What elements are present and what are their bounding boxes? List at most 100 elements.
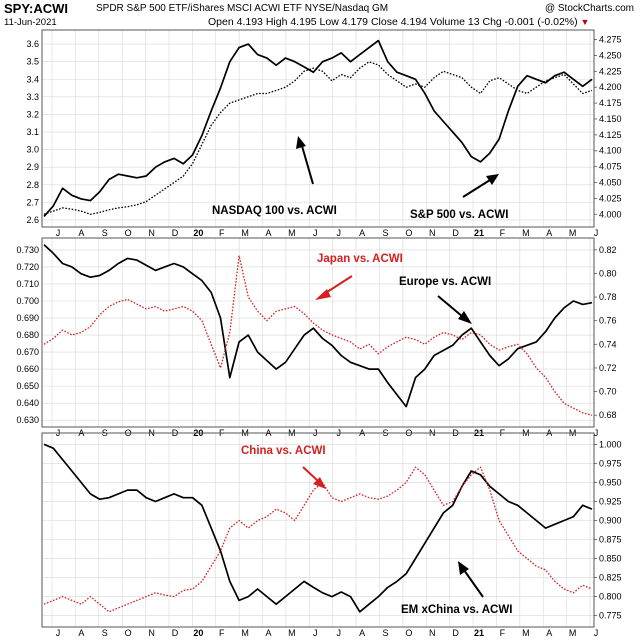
japan-annotation: Japan vs. ACWI xyxy=(317,253,403,265)
series-line-nasdaq-100-vs-acwi xyxy=(43,39,593,217)
x-tick-label: M xyxy=(241,628,249,638)
y-right-tick-label: 0.925 xyxy=(599,496,622,506)
x-tick-label: A xyxy=(359,228,365,238)
y-right-tick-label: 4.100 xyxy=(599,146,622,156)
x-tick-label: N xyxy=(148,228,155,238)
y-right-tick-label: 4.025 xyxy=(599,193,622,203)
x-tick-label: D xyxy=(172,228,179,238)
y-left-tick-label: 3.2 xyxy=(26,109,39,119)
y-right-tick-label: 0.80 xyxy=(599,268,617,278)
y-right-tick-label: 4.150 xyxy=(599,114,622,124)
volume-value: 13 xyxy=(467,16,480,28)
x-tick-label: D xyxy=(452,228,459,238)
y-left-tick-label: 0.710 xyxy=(16,279,39,289)
y-left-tick-label: 3.3 xyxy=(26,92,39,102)
y-right-tick-label: 0.975 xyxy=(599,458,622,468)
y-left-tick-label: 3.4 xyxy=(26,74,39,84)
x-tick-label: O xyxy=(405,228,412,238)
x-tick-label: S xyxy=(102,628,108,638)
sp500-arrow-icon xyxy=(462,174,499,198)
japan-arrow-icon xyxy=(315,275,353,300)
y-right-tick-label: 0.76 xyxy=(599,316,617,326)
emx-annotation: EM xChina vs. ACWI xyxy=(401,604,512,616)
y-left-tick-label: 3.0 xyxy=(26,145,39,155)
y-right-tick-label: 1.000 xyxy=(599,439,622,449)
open-value: 4.193 xyxy=(236,16,263,28)
x-tick-label: F xyxy=(219,628,225,638)
x-tick-label: 20 xyxy=(193,228,203,238)
y-left-tick-label: 0.640 xyxy=(16,398,39,408)
europe-annotation: Europe vs. ACWI xyxy=(399,276,491,288)
x-tick-label: N xyxy=(429,228,436,238)
x-tick-label: J xyxy=(336,228,341,238)
series-line-s-p-500-vs-acwi xyxy=(43,61,593,215)
y-left-tick-label: 2.8 xyxy=(26,180,39,190)
chart-header: SPY:ACWI SPDR S&P 500 ETF/iShares MSCI A… xyxy=(0,0,640,30)
y-right-tick-label: 0.875 xyxy=(599,535,622,545)
x-tick-label: J xyxy=(56,228,61,238)
y-left-tick-label: 2.9 xyxy=(26,162,39,172)
y-left-tick-label: 2.7 xyxy=(26,197,39,207)
y-right-tick-label: 4.075 xyxy=(599,162,622,172)
x-tick-label: M xyxy=(522,228,530,238)
sp500-annotation: S&P 500 vs. ACWI xyxy=(410,209,508,221)
y-left-tick-label: 0.660 xyxy=(16,364,39,374)
x-tick-label: 20 xyxy=(193,628,203,638)
europe-arrow-icon xyxy=(437,295,472,324)
y-left-tick-label: 0.650 xyxy=(16,381,39,391)
x-tick-label: 21 xyxy=(474,628,484,638)
x-tick-label: M xyxy=(288,628,296,638)
high-label: High xyxy=(265,16,288,28)
open-label: Open xyxy=(208,16,234,28)
x-tick-label: S xyxy=(382,228,388,238)
series-line-em-xchina-vs-acwi xyxy=(43,443,593,613)
y-right-tick-label: 4.200 xyxy=(599,82,622,92)
y-right-tick-label: 0.78 xyxy=(599,292,617,302)
volume-label: Volume xyxy=(429,16,465,28)
series-line-china-vs-acwi xyxy=(43,466,593,613)
y-left-tick-label: 0.670 xyxy=(16,347,39,357)
panel-frame xyxy=(41,237,595,428)
y-right-tick-label: 4.250 xyxy=(599,50,622,60)
y-left-tick-label: 0.690 xyxy=(16,313,39,323)
x-tick-label: N xyxy=(429,628,436,638)
y-right-tick-label: 4.225 xyxy=(599,66,622,76)
x-tick-label: J xyxy=(594,628,599,638)
down-triangle-icon: ▼ xyxy=(580,17,590,27)
chg-label: Chg xyxy=(482,16,502,28)
low-value: 4.179 xyxy=(341,16,369,28)
x-tick-label: A xyxy=(78,228,84,238)
x-tick-label: A xyxy=(546,228,552,238)
y-right-tick-label: 4.275 xyxy=(599,35,622,45)
y-right-tick-label: 0.74 xyxy=(599,339,617,349)
chart-symbol: SPY:ACWI xyxy=(4,1,69,16)
series-line-japan-vs-acwi xyxy=(43,255,593,416)
annotation-layer: NASDAQ 100 vs. ACWI S&P 500 vs. ACWI Jap… xyxy=(212,136,512,616)
x-tick-label: J xyxy=(594,428,599,438)
series-line-europe-vs-acwi xyxy=(43,244,593,408)
x-tick-label: O xyxy=(125,228,132,238)
y-left-tick-label: 0.730 xyxy=(16,245,39,255)
emx-arrow-icon xyxy=(458,561,484,598)
chg-value: -0.001 (-0.02%) xyxy=(504,16,578,28)
x-tick-label: 21 xyxy=(474,228,484,238)
y-left-tick-label: 0.700 xyxy=(16,296,39,306)
x-tick-label: J xyxy=(594,228,599,238)
x-tick-label: A xyxy=(546,628,552,638)
y-left-tick-label: 3.1 xyxy=(26,127,39,137)
chart-description: SPDR S&P 500 ETF/iShares MSCI ACWI ETF N… xyxy=(96,3,389,14)
y-right-tick-label: 0.800 xyxy=(599,592,622,602)
y-right-tick-label: 0.72 xyxy=(599,363,617,373)
y-right-tick-label: 0.775 xyxy=(599,611,622,621)
x-tick-label: F xyxy=(219,228,225,238)
y-right-tick-label: 4.050 xyxy=(599,178,622,188)
y-right-tick-label: 0.825 xyxy=(599,573,622,583)
panel-frame xyxy=(41,29,595,228)
y-right-tick-label: 0.950 xyxy=(599,477,622,487)
x-tick-label: O xyxy=(125,628,132,638)
x-tick-label: S xyxy=(102,228,108,238)
panel-frame xyxy=(41,432,595,628)
x-tick-label: F xyxy=(500,228,506,238)
y-left-tick-label: 0.630 xyxy=(16,415,39,425)
x-tick-label: M xyxy=(522,628,530,638)
